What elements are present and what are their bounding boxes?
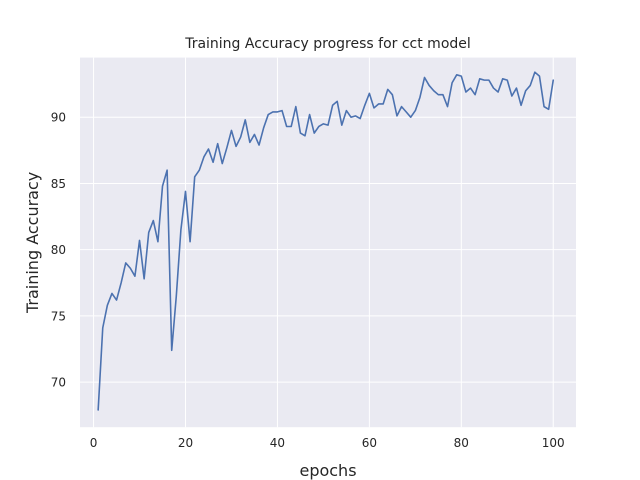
x-tick-label: 80 — [454, 436, 469, 450]
x-tick-label: 40 — [270, 436, 285, 450]
y-tick-label: 80 — [51, 243, 66, 257]
plot-background — [80, 57, 576, 428]
x-tick-label: 100 — [542, 436, 565, 450]
y-tick-label: 85 — [51, 177, 66, 191]
series-group — [97, 71, 555, 411]
x-tick-label: 60 — [362, 436, 377, 450]
series-line — [97, 71, 555, 411]
y-axis-title: Training Accuracy — [23, 172, 42, 314]
grid — [80, 57, 576, 428]
x-tick-label: 0 — [90, 436, 98, 450]
y-tick-labels: 70 75 80 85 90 — [51, 111, 66, 390]
y-tick-label: 70 — [51, 376, 66, 390]
x-axis-title: epochs — [299, 461, 356, 480]
x-tick-label: 20 — [178, 436, 193, 450]
x-tick-labels: 0 20 40 60 80 100 — [90, 436, 565, 450]
y-tick-label: 75 — [51, 309, 66, 323]
chart-title: Training Accuracy progress for cct model — [184, 36, 471, 52]
y-tick-label: 90 — [51, 111, 66, 125]
